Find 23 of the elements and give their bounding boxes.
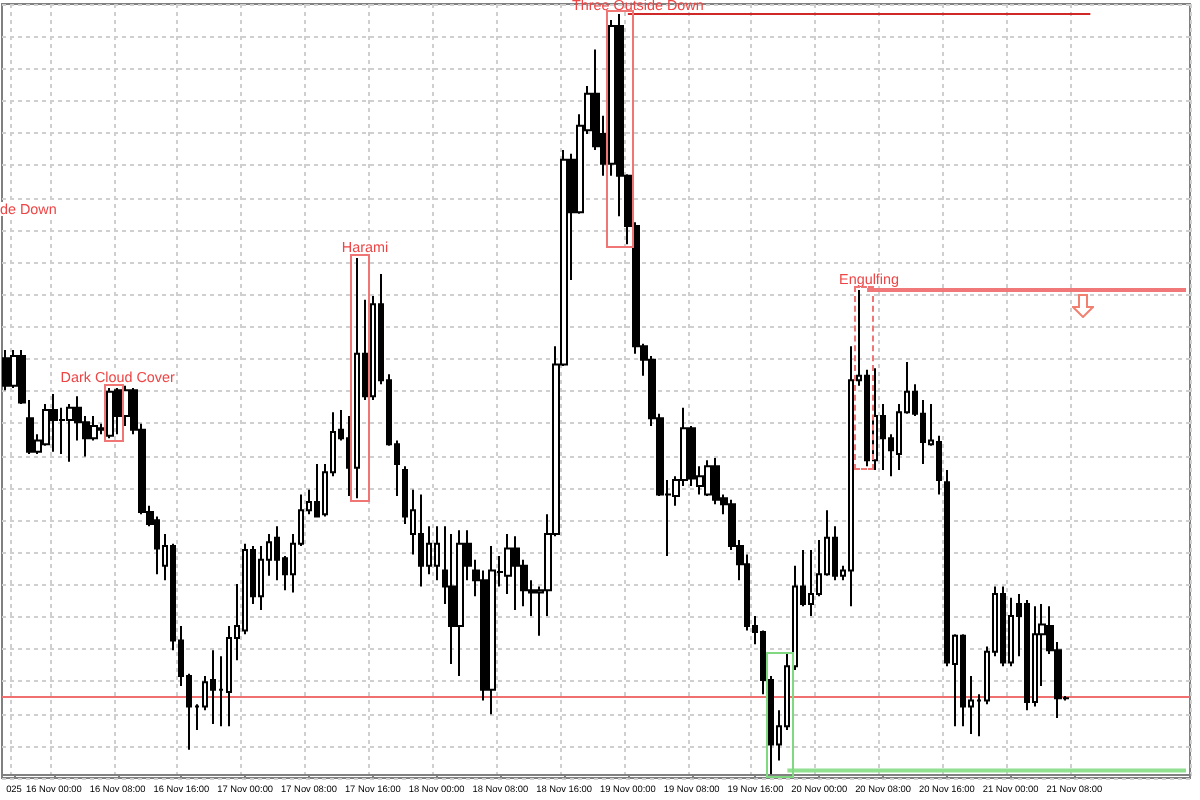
candlestick — [1024, 599, 1030, 712]
candlestick — [712, 456, 720, 506]
candlestick — [488, 545, 496, 716]
candlestick — [314, 462, 320, 518]
candlestick — [354, 256, 360, 500]
candlestick — [274, 525, 280, 582]
candlestick — [704, 459, 712, 497]
candlestick — [50, 393, 58, 453]
candlestick — [808, 548, 814, 618]
candlestick — [434, 525, 440, 582]
candlestick — [1032, 605, 1038, 708]
candlestick — [1000, 585, 1006, 668]
candlestick — [872, 367, 878, 472]
candlestick — [512, 535, 520, 611]
candlestick — [2, 348, 10, 392]
candlestick — [960, 633, 966, 728]
candlestick — [42, 402, 50, 447]
candlestick — [456, 529, 464, 678]
candlestick — [114, 386, 122, 436]
candlestick — [210, 649, 216, 726]
candlestick — [66, 402, 74, 463]
candlestick — [418, 493, 424, 588]
candlestick — [106, 386, 114, 440]
